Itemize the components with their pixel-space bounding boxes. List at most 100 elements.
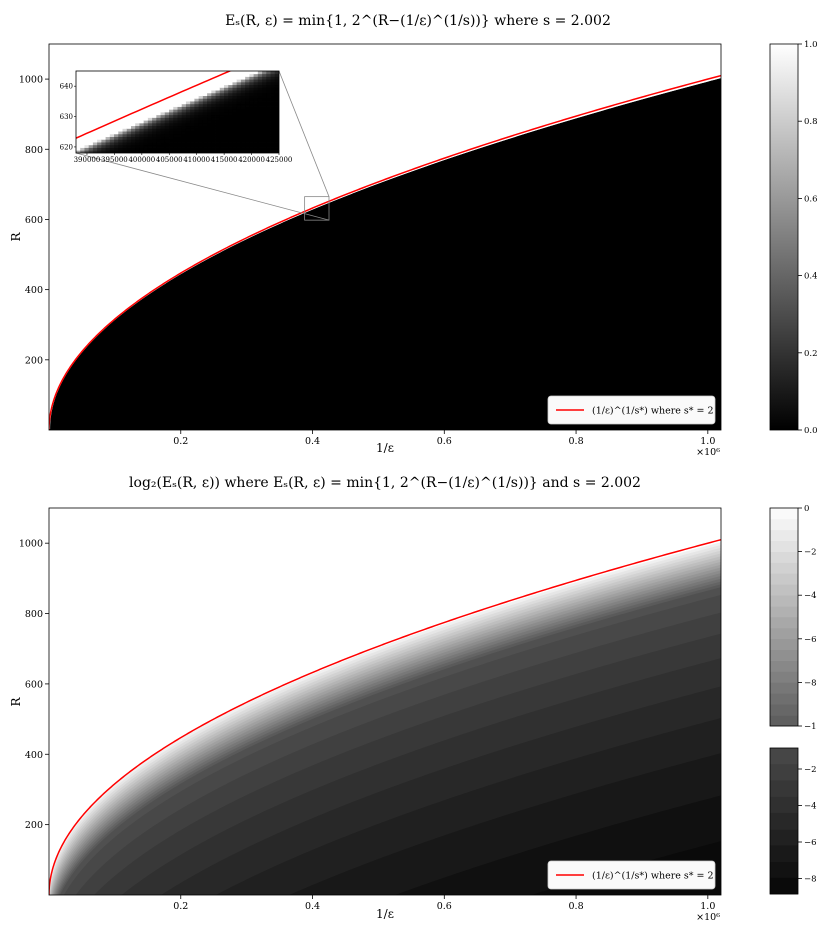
inset-cell — [266, 76, 271, 80]
inset-cell — [143, 71, 149, 75]
inset-cell — [177, 90, 183, 94]
inset-cell — [177, 92, 183, 96]
inset-cell — [118, 84, 123, 88]
inset-cell — [190, 101, 195, 105]
inset-cell — [257, 73, 263, 77]
inset-cell — [274, 90, 279, 94]
inset-cell — [215, 117, 221, 121]
inset-cell — [257, 122, 263, 127]
inset-cell — [253, 98, 259, 102]
inset-cell — [147, 81, 153, 86]
chart2-plot-area — [48, 507, 722, 896]
inset-cell — [88, 76, 94, 80]
inset-cell — [88, 136, 94, 140]
inset-cell — [249, 71, 255, 75]
inset-cell — [232, 133, 238, 137]
inset-cell — [257, 98, 263, 102]
inset-cell — [228, 71, 233, 75]
inset-cell — [202, 109, 208, 113]
inset-cell — [207, 147, 212, 151]
inset-cell — [156, 103, 161, 107]
inset-cell — [152, 144, 157, 148]
inset-cell — [152, 71, 157, 75]
inset-cell — [202, 92, 208, 96]
chart1-legend: (1/ε)^(1/s*) where s* = 2 — [547, 395, 716, 425]
inset-cell — [152, 122, 157, 127]
inset-cell — [97, 114, 102, 118]
inset-cell — [253, 103, 259, 107]
inset-cell — [114, 79, 119, 83]
inset-cell — [215, 87, 221, 91]
inset-cell — [109, 92, 115, 96]
inset-cell — [240, 150, 246, 153]
inset-cell — [152, 98, 157, 102]
inset-cell — [262, 117, 267, 121]
inset-cell — [198, 103, 204, 107]
inset-cell — [147, 131, 153, 135]
inset-cell — [257, 112, 263, 116]
inset-cell — [84, 139, 90, 143]
inset-cell — [219, 103, 225, 107]
inset-cell — [139, 98, 145, 102]
inset-cell — [177, 142, 183, 146]
inset-cell — [211, 79, 216, 83]
inset-cell — [177, 84, 183, 88]
inset-cell — [240, 125, 246, 129]
inset-cell — [84, 150, 90, 153]
inset-cell — [122, 81, 128, 86]
inset-cell — [169, 144, 174, 148]
inset-cell — [207, 103, 212, 107]
inset-cell — [236, 106, 242, 110]
inset-cell — [266, 101, 271, 105]
inset-cell — [177, 133, 183, 137]
inset-cell — [109, 95, 115, 99]
inset-cell — [245, 128, 250, 132]
inset-cell — [139, 142, 145, 146]
inset-cell — [139, 84, 145, 88]
inset-cell — [139, 95, 145, 99]
chart2-colorbar-lower-level — [770, 764, 798, 781]
inset-cell — [135, 71, 140, 75]
inset-cell — [257, 76, 263, 80]
inset-cell — [190, 79, 195, 83]
inset-cell — [249, 73, 255, 77]
inset-cell — [118, 120, 123, 124]
inset-cell — [194, 81, 200, 86]
inset-cell — [169, 76, 174, 80]
chart2-colorbar-upper-level — [770, 595, 798, 607]
inset-cell — [274, 79, 279, 83]
inset-cell — [122, 87, 128, 91]
inset-cell — [143, 90, 149, 94]
inset-cell — [215, 95, 221, 99]
inset-cell — [156, 131, 161, 135]
inset-cell — [135, 139, 140, 143]
inset-cell — [211, 81, 216, 86]
inset-cell — [240, 133, 246, 137]
inset-cell — [160, 122, 166, 127]
inset-cell — [130, 92, 136, 96]
inset-cell — [80, 112, 85, 116]
inset-cell — [274, 101, 279, 105]
inset-cell — [181, 117, 187, 121]
inset-cell — [122, 144, 128, 148]
inset-cell — [135, 120, 140, 124]
inset-cell — [194, 103, 200, 107]
inset-cell — [257, 106, 263, 110]
inset-cell — [152, 112, 157, 116]
inset-cell — [236, 131, 242, 135]
inset-cell — [202, 71, 208, 75]
inset-cell — [270, 81, 276, 86]
inset-cell — [156, 120, 161, 124]
inset-cell — [169, 112, 174, 116]
inset-cell — [88, 128, 94, 132]
inset-cell — [190, 142, 195, 146]
inset-cell — [181, 84, 187, 88]
inset-cell — [185, 144, 191, 148]
inset-cell — [228, 92, 233, 96]
chart1-x-tick-label: 0.8 — [569, 436, 584, 447]
inset-cell — [236, 142, 242, 146]
inset-cell — [274, 98, 279, 102]
inset-cell — [76, 87, 81, 91]
inset-x-tick-label: 400000 — [128, 156, 155, 164]
inset-cell — [109, 71, 115, 75]
